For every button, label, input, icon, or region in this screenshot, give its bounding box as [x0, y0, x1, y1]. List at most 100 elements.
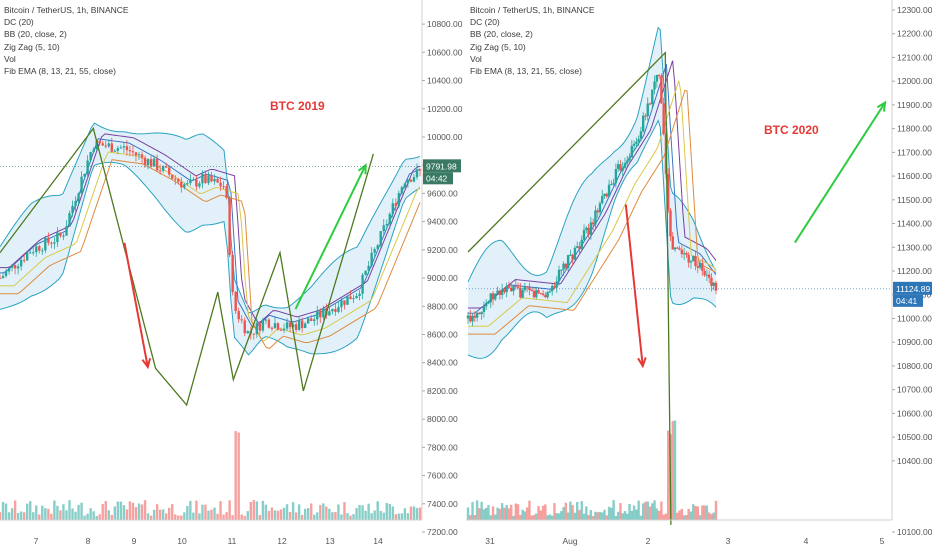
candle: [116, 148, 120, 151]
volume-bar: [662, 514, 665, 520]
candle: [255, 322, 259, 335]
candle: [480, 311, 483, 315]
candle: [496, 290, 499, 294]
indicator-dc[interactable]: DC (20): [4, 17, 34, 28]
volume-bar: [475, 500, 479, 520]
price-tag-value[interactable]: 11124.89: [896, 284, 930, 294]
price-tag[interactable]: [893, 281, 932, 295]
volume-bar: [557, 513, 561, 520]
volume-bar: [225, 512, 228, 520]
indicator-vol[interactable]: Vol: [470, 53, 482, 64]
countdown-tag[interactable]: [893, 294, 923, 307]
candle: [687, 254, 690, 263]
price-tag[interactable]: [423, 159, 461, 173]
y-tick-label: 7400.00: [427, 499, 458, 509]
plot-area[interactable]: BTC 2019: [0, 99, 422, 520]
indicator-vol[interactable]: Vol: [4, 53, 16, 64]
volume-bar: [22, 512, 26, 520]
candle: [503, 289, 506, 293]
candle: [694, 256, 697, 266]
volume-bar: [279, 509, 283, 520]
candle: [288, 322, 292, 328]
indicator-fib-ema[interactable]: Fib EMA (8, 13, 21, 55, close): [4, 66, 116, 77]
volume-bar: [589, 510, 593, 520]
volume-bar: [158, 509, 162, 520]
x-tick-label: 7: [34, 536, 39, 546]
candle: [174, 178, 177, 180]
volume-bar: [528, 500, 531, 520]
volume-bar: [544, 504, 547, 520]
volume-bar: [65, 510, 68, 520]
volume-bar: [379, 510, 382, 520]
candle: [258, 322, 262, 331]
volume-bar: [632, 505, 636, 520]
chart-pane-left[interactable]: BTC 2019 10800.00 10600.00 10400.00 10200.00…: [0, 0, 466, 550]
volume-bar: [382, 512, 385, 520]
candle: [143, 157, 147, 166]
y-tick-label: 10800.00: [897, 361, 932, 371]
countdown-tag[interactable]: [423, 172, 453, 185]
symbol-title[interactable]: Bitcoin / TetherUS, 1h, BINANCE: [470, 5, 595, 15]
y-tick-label: 12300.00: [897, 5, 932, 15]
indicator-fib-ema[interactable]: Fib EMA (8, 13, 21, 55, close): [470, 66, 582, 77]
candle: [591, 222, 595, 225]
candle: [310, 318, 313, 322]
volume-bar: [578, 509, 581, 520]
volume-bar: [376, 501, 379, 520]
countdown-value[interactable]: 04:42: [426, 173, 448, 183]
candle: [544, 295, 547, 298]
price-tag-value[interactable]: 9791.98: [426, 161, 457, 171]
y-tick-label: 10600.00: [897, 408, 932, 418]
arrow-head: [876, 100, 887, 112]
y-tick-label: 11800.00: [897, 124, 932, 134]
candle: [282, 328, 286, 331]
volume-bar: [0, 512, 2, 520]
indicator-bb[interactable]: BB (20, close, 2): [470, 29, 533, 40]
volume-bar: [485, 507, 488, 520]
indicator-zigzag[interactable]: Zig Zag (5, 10): [470, 41, 526, 52]
indicator-zigzag[interactable]: Zig Zag (5, 10): [4, 41, 60, 52]
volume-bar: [412, 506, 416, 520]
volume-bar: [612, 500, 615, 520]
indicator-bb[interactable]: BB (20, close, 2): [4, 29, 67, 40]
candle: [571, 254, 574, 260]
x-tick-label: 31: [485, 536, 495, 546]
volume-bar: [294, 512, 298, 520]
countdown-value[interactable]: 04:41: [896, 296, 918, 306]
volume-bar: [261, 500, 265, 520]
chart-pane-right[interactable]: BTC 2020 12300.00 12200.00 12100.00 12000.00…: [466, 0, 932, 550]
indicator-legend-left: Bitcoin / TetherUS, 1h, BINANCE DC (20) …: [4, 4, 129, 77]
indicator-dc[interactable]: DC (20): [470, 17, 500, 28]
volume-bar: [406, 513, 410, 520]
candle: [596, 210, 599, 213]
candle: [1, 276, 5, 279]
volume-bar: [143, 500, 147, 520]
candle: [240, 319, 243, 321]
candle: [307, 318, 310, 324]
volume-bar: [403, 508, 407, 520]
price-chart-left[interactable]: BTC 2019 10800.00 10600.00 10400.00 10200.00…: [0, 0, 466, 550]
candle: [560, 269, 563, 271]
volume-bar: [500, 503, 504, 520]
y-tick-label: 7200.00: [427, 527, 458, 537]
y-tick-label: 9600.00: [427, 188, 458, 198]
candle: [104, 145, 107, 147]
candle: [161, 166, 165, 171]
price-chart-right[interactable]: BTC 2020 12300.00 12200.00 12100.00 12000.00…: [466, 0, 932, 550]
candle: [582, 229, 586, 240]
candle: [598, 203, 602, 213]
plot-area[interactable]: BTC 2020: [466, 26, 887, 525]
symbol-title[interactable]: Bitcoin / TetherUS, 1h, BINANCE: [4, 5, 129, 15]
volume-bar: [128, 501, 132, 520]
candle: [564, 263, 568, 268]
volume-bar: [512, 515, 515, 520]
candle: [619, 164, 622, 171]
volume-bar: [482, 509, 486, 520]
candle: [195, 179, 198, 187]
candle: [530, 289, 533, 291]
candle: [487, 302, 490, 304]
y-tick-label: 10800.00: [427, 19, 463, 29]
volume-bar: [189, 500, 192, 520]
x-tick-label: 8: [86, 536, 91, 546]
candle: [86, 160, 89, 174]
